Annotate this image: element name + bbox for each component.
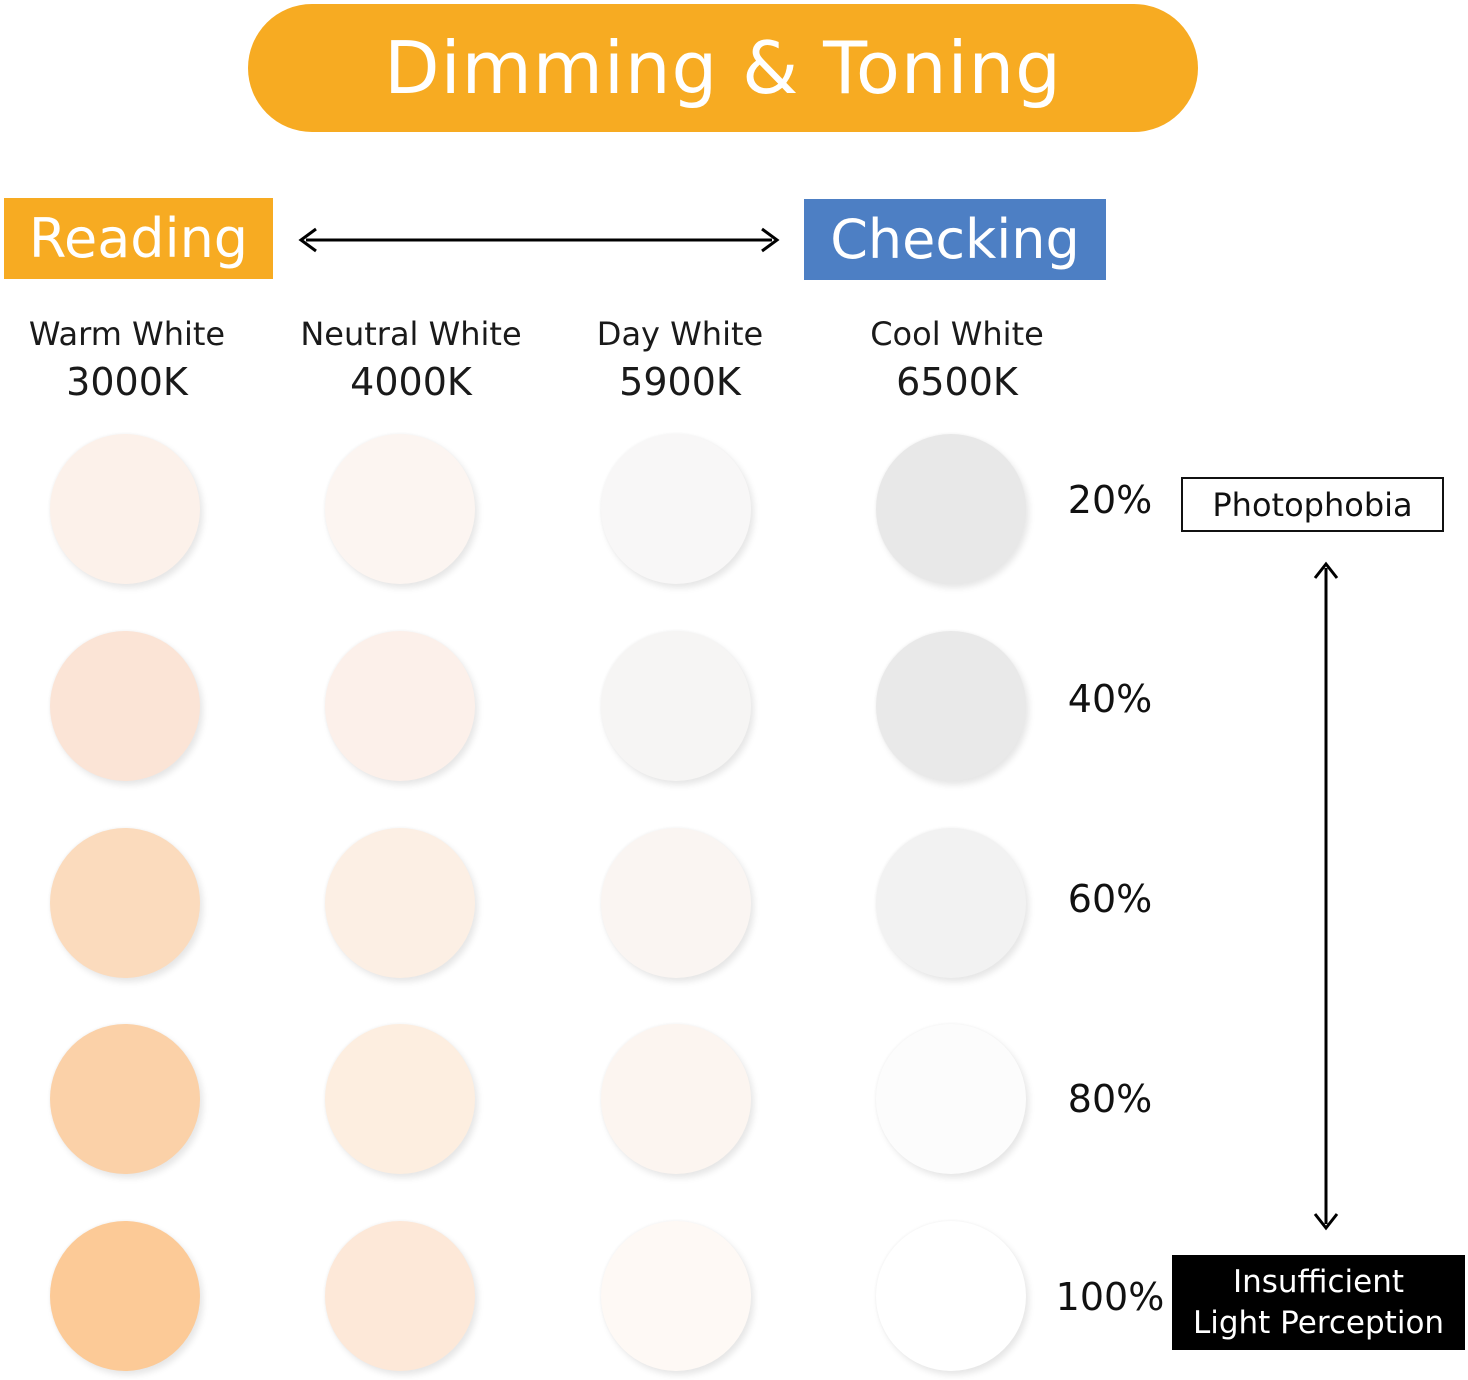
insufficient-light-label: Insufficient Light Perception <box>1172 1255 1465 1350</box>
swatch-warm-100 <box>50 1221 200 1371</box>
swatch-day-60 <box>601 828 751 978</box>
vertical-double-arrow-icon <box>1313 561 1339 1231</box>
photophobia-label: Photophobia <box>1181 477 1444 532</box>
swatch-cool-20 <box>876 434 1026 584</box>
column-header-warm: Warm White 3000K <box>0 310 267 406</box>
swatch-warm-60 <box>50 828 200 978</box>
page-title: Dimming & Toning <box>384 26 1062 110</box>
insufficient-line-1: Insufficient <box>1232 1263 1405 1300</box>
swatch-day-20 <box>601 434 751 584</box>
swatch-warm-80 <box>50 1024 200 1174</box>
swatch-day-100 <box>601 1221 751 1371</box>
swatch-cool-80 <box>876 1024 1026 1174</box>
column-kelvin: 3000K <box>66 360 188 404</box>
swatch-cool-40 <box>876 631 1026 781</box>
column-header-neutral: Neutral White 4000K <box>271 310 551 406</box>
column-header-day: Day White 5900K <box>540 310 820 406</box>
swatch-neutral-80 <box>325 1024 475 1174</box>
level-label-100: 100% <box>1055 1275 1165 1319</box>
swatch-neutral-60 <box>325 828 475 978</box>
swatch-warm-20 <box>50 434 200 584</box>
column-name: Cool White <box>870 315 1044 353</box>
swatch-warm-40 <box>50 631 200 781</box>
swatch-neutral-20 <box>325 434 475 584</box>
swatch-day-80 <box>601 1024 751 1174</box>
reading-mode-label: Reading <box>4 198 273 279</box>
level-label-20: 20% <box>1067 478 1153 522</box>
column-name: Neutral White <box>300 315 522 353</box>
column-name: Warm White <box>28 315 226 353</box>
swatch-cool-60 <box>876 828 1026 978</box>
horizontal-double-arrow-icon <box>298 227 780 253</box>
title-banner: Dimming & Toning <box>248 4 1198 132</box>
column-header-cool: Cool White 6500K <box>817 310 1097 406</box>
column-kelvin: 6500K <box>896 360 1018 404</box>
level-label-80: 80% <box>1067 1077 1153 1121</box>
checking-mode-label: Checking <box>804 199 1106 280</box>
swatch-neutral-40 <box>325 631 475 781</box>
insufficient-line-2: Light Perception <box>1192 1304 1445 1341</box>
level-label-60: 60% <box>1067 877 1153 921</box>
column-kelvin: 5900K <box>619 360 741 404</box>
swatch-neutral-100 <box>325 1221 475 1371</box>
swatch-cool-100 <box>876 1221 1026 1371</box>
swatch-day-40 <box>601 631 751 781</box>
level-label-40: 40% <box>1067 677 1153 721</box>
column-name: Day White <box>596 315 764 353</box>
column-kelvin: 4000K <box>350 360 472 404</box>
